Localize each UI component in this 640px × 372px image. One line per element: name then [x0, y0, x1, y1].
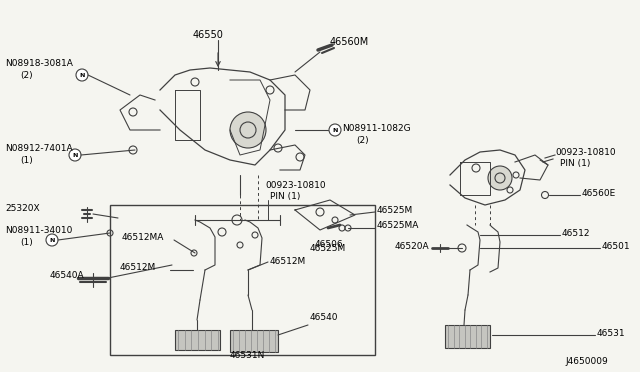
Circle shape: [329, 124, 341, 136]
Bar: [110, 205, 375, 355]
Text: 46540A: 46540A: [50, 270, 84, 279]
Text: PIN (1): PIN (1): [270, 192, 300, 201]
Circle shape: [230, 112, 266, 148]
Text: N08911-34010: N08911-34010: [5, 225, 72, 234]
Circle shape: [46, 234, 58, 246]
Text: 46506: 46506: [315, 240, 344, 248]
Text: 46560M: 46560M: [330, 37, 369, 47]
Text: 46525M: 46525M: [310, 244, 346, 253]
Text: N: N: [79, 73, 84, 77]
Text: PIN (1): PIN (1): [560, 158, 590, 167]
Text: 46531: 46531: [597, 328, 626, 337]
Text: N: N: [332, 128, 338, 132]
Text: 46540: 46540: [310, 314, 339, 323]
Text: 46520A: 46520A: [395, 241, 429, 250]
Text: (1): (1): [20, 155, 33, 164]
Text: 46525M: 46525M: [377, 205, 413, 215]
Text: 46512M: 46512M: [120, 263, 156, 273]
Text: 46560E: 46560E: [582, 189, 616, 198]
Text: (2): (2): [356, 135, 369, 144]
Polygon shape: [175, 330, 220, 350]
Circle shape: [488, 166, 512, 190]
Circle shape: [76, 69, 88, 81]
Text: 46501: 46501: [602, 241, 630, 250]
Text: 46512: 46512: [562, 228, 591, 237]
Text: 46512M: 46512M: [270, 257, 307, 266]
Text: N: N: [49, 237, 54, 243]
Text: N08918-3081A: N08918-3081A: [5, 58, 73, 67]
Text: 25320X: 25320X: [5, 203, 40, 212]
Text: 46525MA: 46525MA: [377, 221, 419, 230]
Text: J4650009: J4650009: [565, 357, 608, 366]
Polygon shape: [230, 330, 278, 352]
Text: 46512MA: 46512MA: [122, 232, 164, 241]
Circle shape: [69, 149, 81, 161]
Text: N08911-1082G: N08911-1082G: [342, 124, 411, 132]
Text: (2): (2): [20, 71, 33, 80]
Text: 46550: 46550: [193, 30, 224, 40]
Text: 00923-10810: 00923-10810: [555, 148, 616, 157]
Text: 46531N: 46531N: [230, 350, 266, 359]
Polygon shape: [445, 325, 490, 348]
Text: N: N: [72, 153, 77, 157]
Text: N08912-7401A: N08912-7401A: [5, 144, 72, 153]
Text: (1): (1): [20, 237, 33, 247]
Text: 00923-10810: 00923-10810: [265, 180, 326, 189]
